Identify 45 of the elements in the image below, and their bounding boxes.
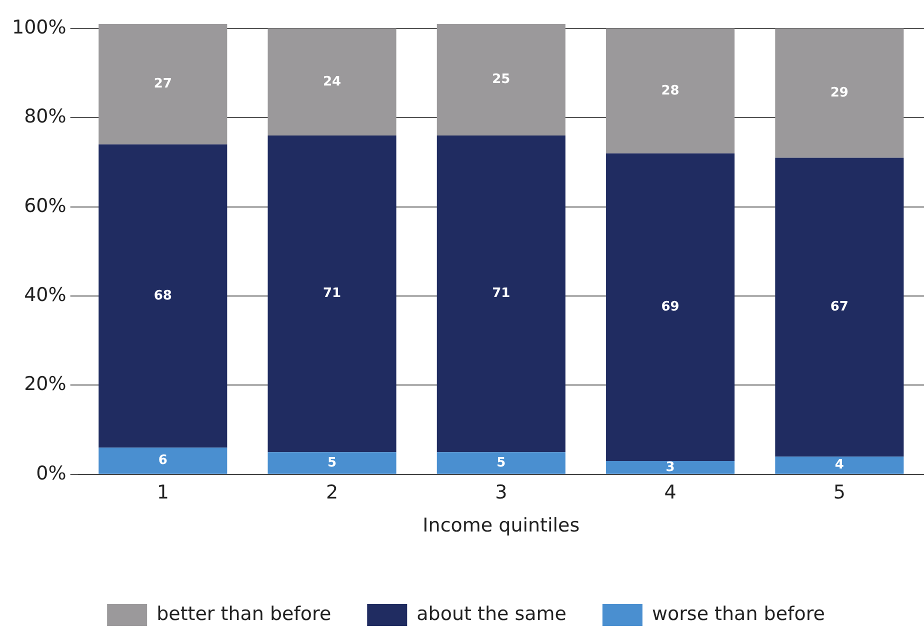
x-tick-label: 1 [156, 482, 169, 504]
x-axis-title: Income quintiles [422, 514, 580, 537]
y-tick-label: 80% [24, 106, 66, 128]
data-label: 69 [661, 300, 680, 315]
bar [606, 28, 735, 154]
bar [775, 28, 904, 158]
data-label: 71 [322, 286, 342, 302]
x-tick-label: 5 [833, 482, 846, 504]
data-label: 4 [834, 458, 844, 473]
bar [775, 158, 904, 457]
legend-label: worse than before [652, 602, 825, 625]
data-label: 29 [830, 85, 848, 100]
x-tick-label: 4 [664, 482, 676, 504]
data-label: 71 [492, 286, 510, 302]
legend-label: better than before [156, 602, 332, 625]
bar [436, 135, 566, 452]
bar [775, 456, 904, 474]
y-tick-label: 100% [12, 16, 66, 38]
bar [98, 24, 228, 144]
bar [98, 448, 228, 474]
data-label: 3 [666, 460, 675, 475]
data-label: 25 [492, 72, 510, 88]
bar [436, 452, 566, 474]
data-label: 67 [830, 300, 848, 315]
bar [606, 153, 735, 462]
bar [268, 135, 396, 452]
bar [268, 452, 396, 474]
bar [606, 461, 735, 474]
y-tick-label: 60% [24, 194, 66, 217]
data-label: 6 [158, 453, 168, 468]
y-tick-label: 0% [36, 462, 66, 484]
bar [98, 144, 228, 448]
x-tick-label: 3 [495, 482, 508, 504]
y-tick-label: 40% [24, 284, 66, 306]
data-label: 68 [154, 288, 172, 304]
data-label: 27 [154, 76, 172, 92]
bar [268, 28, 396, 136]
legend-label: about the same [416, 602, 566, 625]
bar [436, 24, 566, 136]
data-label: 5 [328, 455, 337, 470]
y-tick-label: 20% [24, 373, 66, 396]
data-label: 24 [322, 74, 342, 90]
data-label: 5 [496, 455, 506, 470]
x-tick-label: 2 [326, 482, 338, 504]
data-label: 28 [661, 83, 680, 98]
